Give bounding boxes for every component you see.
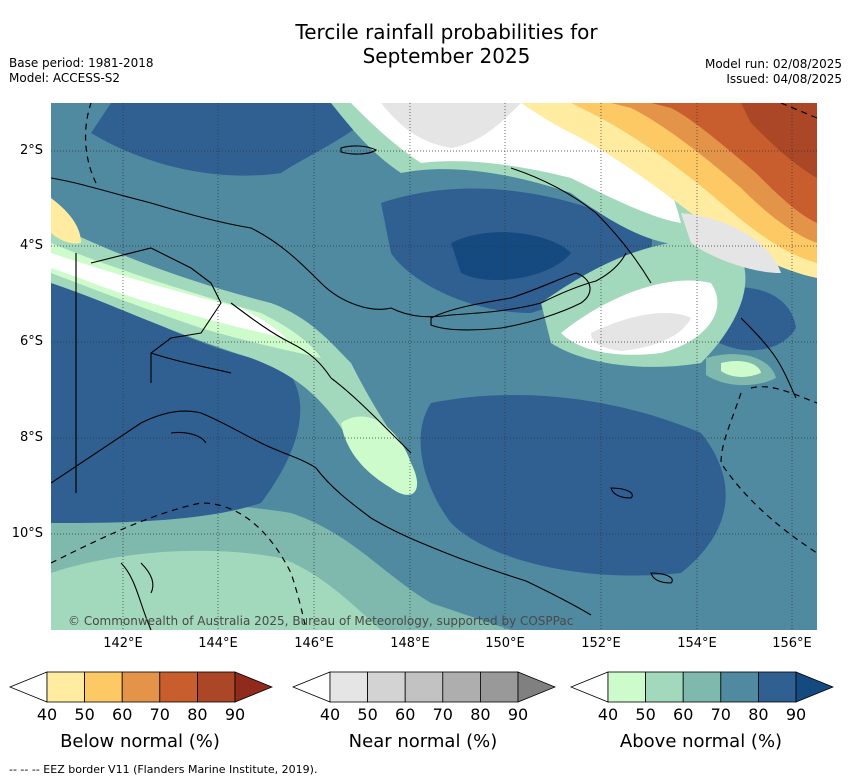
colorbar-segment <box>442 671 481 703</box>
footer-eez-note: -- -- -- EEZ border V11 (Flanders Marine… <box>9 763 318 776</box>
colorbar-tick-label: 70 <box>432 705 453 724</box>
map-panel <box>51 103 817 630</box>
lat-label-2s: 2°S <box>19 143 43 158</box>
lat-label-6s: 6°S <box>19 334 43 349</box>
colorbar-tick-label: 80 <box>187 705 208 724</box>
zone-center-90 <box>451 232 571 281</box>
title-line-2: September 2025 <box>362 44 531 68</box>
colorbar-tick-label: 70 <box>710 705 731 724</box>
lon-label-152e: 152°E <box>581 636 621 651</box>
colorbar-segment <box>645 671 684 703</box>
colorbar-segment <box>367 671 406 703</box>
colorbar-tick-label: 50 <box>74 705 95 724</box>
colorbar-segment <box>720 671 759 703</box>
zone-north-near-normal <box>381 103 521 148</box>
colorbar-tick-label: 90 <box>785 705 807 724</box>
colorbar-tick-label: 90 <box>224 705 246 724</box>
colorbar-segment <box>84 671 123 703</box>
zone-east-near-normal <box>591 313 691 351</box>
colorbar-high-extension <box>234 671 274 703</box>
colorbar-tick-label: 90 <box>507 705 529 724</box>
colorbar-graphic-near-normal <box>291 671 557 703</box>
base-period: Base period: 1981-2018 <box>9 56 154 70</box>
colorbar-tick-label: 70 <box>149 705 170 724</box>
colorbar-graphic-above-normal <box>569 671 835 703</box>
title-line-1: Tercile rainfall probabilities for <box>295 20 598 44</box>
copyright-notice: © Commonwealth of Australia 2025, Bureau… <box>68 614 574 628</box>
colorbar-segment <box>682 671 722 703</box>
model-run: Model run: 02/08/2025 <box>704 57 842 71</box>
colorbar-low-extension <box>291 671 331 703</box>
colorbar-tick-label: 40 <box>36 705 58 724</box>
zone-highland-50 <box>341 416 418 495</box>
colorbar-tick-label: 80 <box>470 705 491 724</box>
zone-southeast-80 <box>420 394 726 576</box>
colorbar-segment <box>607 671 646 703</box>
colorbar-above-normal <box>569 671 835 707</box>
colorbar-tick-label: 60 <box>395 705 416 724</box>
zone-range-white <box>51 253 286 338</box>
zone-south-60 <box>51 550 381 630</box>
colorbar-tick-label: 80 <box>748 705 769 724</box>
lat-label-10s: 10°S <box>11 526 43 541</box>
colorbar-segment <box>404 671 444 703</box>
zone-east-island-50 <box>721 361 761 377</box>
colorbar-segment <box>479 671 519 703</box>
zone-west-80 <box>51 263 301 523</box>
colorbar-title-below-normal: Below normal (%) <box>60 731 220 752</box>
colorbar-title-near-normal: Near normal (%) <box>348 731 498 752</box>
zone-ne-near-normal <box>681 213 781 273</box>
colorbar-below-normal <box>8 671 274 707</box>
colorbar-tick-label: 50 <box>635 705 656 724</box>
map-title: Tercile rainfall probabilities for Septe… <box>0 20 850 68</box>
lon-label-144e: 144°E <box>198 636 238 651</box>
lon-label-150e: 150°E <box>485 636 525 651</box>
colorbar-tick-label: 40 <box>319 705 341 724</box>
issued-date: Issued: 04/08/2025 <box>726 72 842 86</box>
map-graphic <box>51 103 817 630</box>
colorbar-segment <box>121 671 161 703</box>
colorbar-tick-label: 60 <box>673 705 694 724</box>
coastlines <box>51 145 797 630</box>
colorbar-near-normal <box>291 671 557 707</box>
colorbar-low-extension <box>8 671 48 703</box>
lon-label-142e: 142°E <box>103 636 143 651</box>
gridlines <box>51 103 817 630</box>
lon-label-146e: 146°E <box>294 636 334 651</box>
colorbar-low-extension <box>569 671 609 703</box>
zone-west-below-normal <box>51 198 81 244</box>
colorbar-title-above-normal: Above normal (%) <box>619 731 783 752</box>
lat-label-8s: 8°S <box>19 430 43 445</box>
lon-label-154e: 154°E <box>677 636 717 651</box>
colorbar-segment <box>196 671 236 703</box>
colorbar-segment <box>329 671 368 703</box>
meta-right: Model run: 02/08/2025 Issued: 04/08/2025 <box>705 57 842 87</box>
zone-ne-90 <box>741 103 817 178</box>
colorbar-high-extension <box>517 671 557 703</box>
colorbar-segment <box>46 671 85 703</box>
eez-borders <box>51 103 817 630</box>
meta-left: Base period: 1981-2018 Model: ACCESS-S2 <box>9 56 154 86</box>
zone-north-80 <box>91 103 381 176</box>
lat-label-4s: 4°S <box>19 238 43 253</box>
colorbar-tick-label: 50 <box>357 705 378 724</box>
lon-label-156e: 156°E <box>772 636 812 651</box>
colorbar-tick-label: 40 <box>597 705 619 724</box>
lon-label-148e: 148°E <box>390 636 430 651</box>
colorbar-high-extension <box>795 671 835 703</box>
model-name: Model: ACCESS-S2 <box>9 71 121 85</box>
colorbar-graphic-below-normal <box>8 671 274 703</box>
colorbar-tick-label: 60 <box>112 705 133 724</box>
colorbar-segment <box>757 671 797 703</box>
colorbar-segment <box>159 671 198 703</box>
